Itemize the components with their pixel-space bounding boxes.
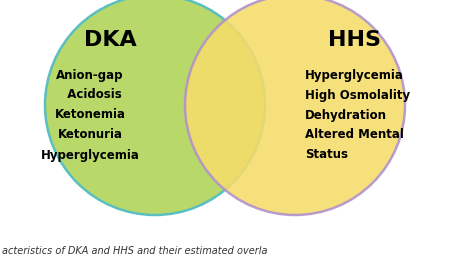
Circle shape <box>45 0 265 215</box>
Text: DKA: DKA <box>83 30 137 50</box>
Text: acteristics of DKA and HHS and their estimated overla: acteristics of DKA and HHS and their est… <box>2 246 267 256</box>
Text: HHS: HHS <box>328 30 382 50</box>
Text: Anion-gap
  Acidosis
Ketonemia
Ketonuria
Hyperglycemia: Anion-gap Acidosis Ketonemia Ketonuria H… <box>41 68 139 161</box>
Text: Hyperglycemia
High Osmolality
Dehydration
Altered Mental
Status: Hyperglycemia High Osmolality Dehydratio… <box>305 68 410 161</box>
Circle shape <box>185 0 405 215</box>
